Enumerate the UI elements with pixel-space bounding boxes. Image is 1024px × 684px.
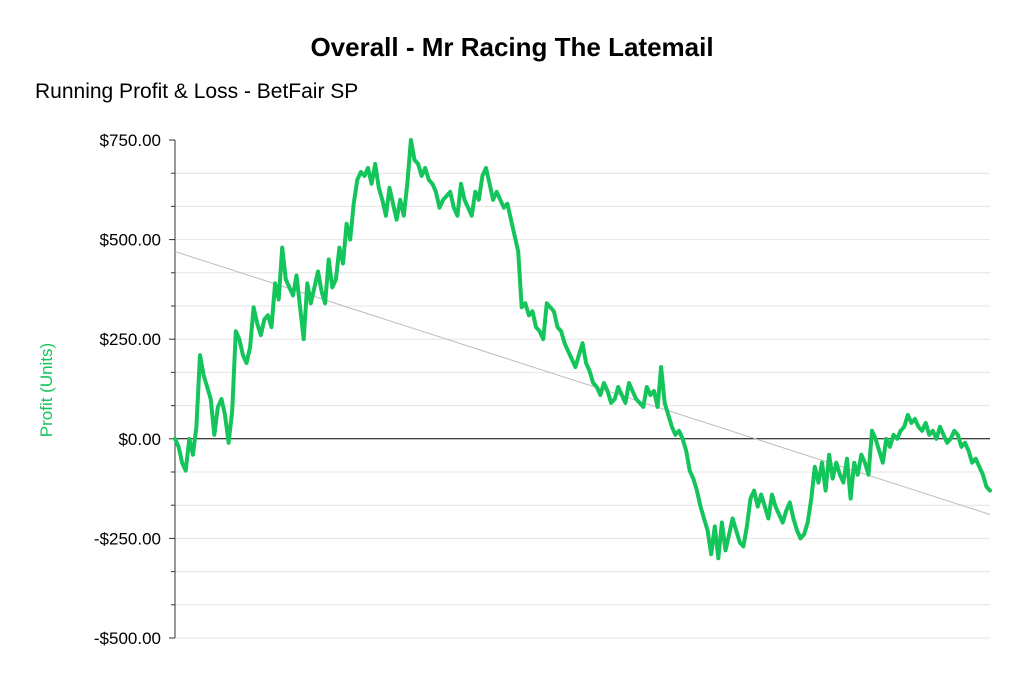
chart-title: Overall - Mr Racing The Latemail <box>310 32 714 62</box>
y-axis: $750.00 $500.00 $250.00 $0.00 -$250.00 -$500.… <box>94 131 990 648</box>
y-tick-label: $750.00 <box>100 131 161 150</box>
grid-lines <box>175 172 990 639</box>
y-tick-label: -$500.00 <box>94 629 161 648</box>
y-tick-label: $500.00 <box>100 231 161 250</box>
chart-subtitle: Running Profit & Loss - BetFair SP <box>35 80 359 103</box>
series-line-profit <box>173 138 992 561</box>
y-tick-label: -$250.00 <box>94 529 161 548</box>
y-tick-label: $0.00 <box>118 430 161 449</box>
series-group <box>173 138 992 561</box>
y-tick-label: $250.00 <box>100 330 161 349</box>
